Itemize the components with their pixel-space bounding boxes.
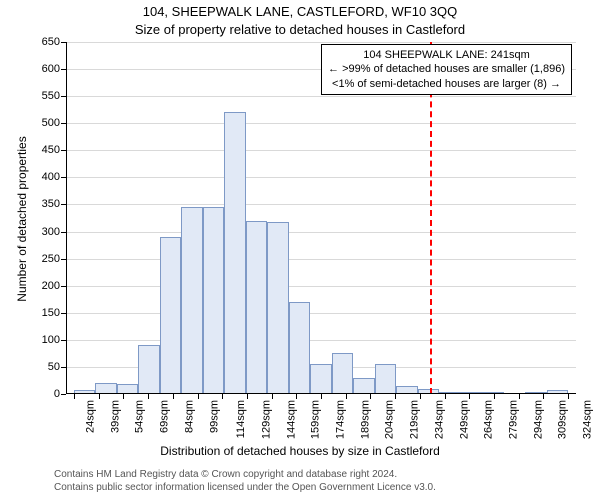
x-tick-mark [272,394,273,399]
plot-border [66,42,576,394]
footer: Contains HM Land Registry data © Crown c… [0,468,600,494]
y-tick-label: 350 [42,198,66,210]
x-tick-label: 24sqm [85,400,97,433]
x-tick-label: 219sqm [409,400,421,439]
x-tick-label: 204sqm [384,400,396,439]
x-tick-label: 84sqm [183,400,195,433]
y-axis-title: Number of detached properties [15,119,29,319]
x-tick-mark [370,394,371,399]
x-tick-mark [222,394,223,399]
x-tick-mark [74,394,75,399]
x-tick-label: 189sqm [359,400,371,439]
y-tick-label: 50 [48,361,66,373]
y-tick-label: 450 [42,144,66,156]
x-tick-mark [420,394,421,399]
y-tick-label: 150 [42,307,66,319]
y-tick-label: 200 [42,280,66,292]
x-tick-label: 264sqm [483,400,495,439]
x-tick-mark [321,394,322,399]
x-tick-label: 324sqm [582,400,594,439]
y-tick-label: 550 [42,90,66,102]
x-tick-label: 114sqm [235,400,247,438]
main-title: 104, SHEEPWALK LANE, CASTLEFORD, WF10 3Q… [0,4,600,19]
y-tick-label: 400 [42,171,66,183]
x-tick-mark [494,394,495,399]
x-tick-mark [296,394,297,399]
x-axis-title: Distribution of detached houses by size … [0,444,600,458]
x-tick-label: 279sqm [507,400,519,439]
y-tick-label: 0 [54,388,66,400]
x-tick-label: 159sqm [310,400,322,439]
x-tick-label: 54sqm [134,400,146,433]
x-tick-mark [123,394,124,399]
x-tick-mark [395,394,396,399]
y-tick-label: 250 [42,253,66,265]
x-tick-mark [198,394,199,399]
x-tick-mark [543,394,544,399]
y-tick-label: 600 [42,63,66,75]
x-tick-label: 234sqm [433,400,445,439]
x-tick-mark [346,394,347,399]
x-tick-label: 129sqm [260,400,272,439]
y-tick-label: 500 [42,117,66,129]
x-tick-mark [99,394,100,399]
x-tick-label: 249sqm [458,400,470,439]
x-tick-label: 309sqm [557,400,569,439]
x-tick-mark [519,394,520,399]
x-tick-label: 39sqm [109,400,121,433]
x-tick-label: 174sqm [335,400,347,439]
x-tick-label: 294sqm [532,400,544,439]
x-tick-mark [445,394,446,399]
plot-area: 0501001502002503003504004505005506006502… [66,42,576,394]
x-tick-mark [568,394,569,399]
x-tick-mark [469,394,470,399]
x-tick-mark [247,394,248,399]
y-tick-label: 650 [42,36,66,48]
footer-line-2: Contains public sector information licen… [54,481,600,494]
x-tick-mark [173,394,174,399]
sub-title: Size of property relative to detached ho… [0,22,600,37]
chart-container: 104, SHEEPWALK LANE, CASTLEFORD, WF10 3Q… [0,0,600,500]
footer-line-1: Contains HM Land Registry data © Crown c… [54,468,600,481]
x-tick-label: 69sqm [159,400,171,433]
y-tick-label: 300 [42,226,66,238]
x-tick-label: 144sqm [285,400,297,439]
x-tick-mark [148,394,149,399]
x-tick-label: 99sqm [208,400,220,433]
y-tick-label: 100 [42,334,66,346]
